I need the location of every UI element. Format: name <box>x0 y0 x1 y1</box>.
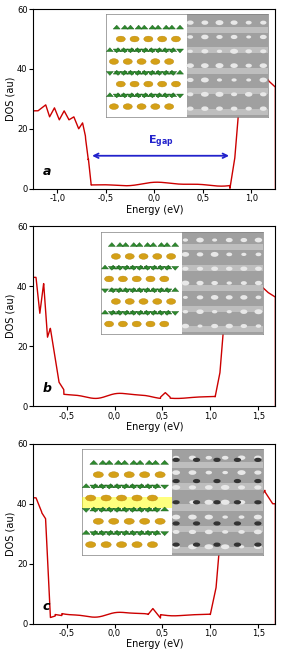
Text: $\mathbf{E_{gap}}$: $\mathbf{E_{gap}}$ <box>148 134 173 151</box>
Text: Mo-zz edge: Mo-zz edge <box>108 14 156 24</box>
Y-axis label: DOS (au): DOS (au) <box>6 512 15 556</box>
X-axis label: Energy (eV): Energy (eV) <box>126 422 183 432</box>
X-axis label: Energy (eV): Energy (eV) <box>126 204 183 215</box>
Text: b: b <box>43 383 52 396</box>
Text: Se-zz MTB: Se-zz MTB <box>108 41 151 50</box>
Text: c: c <box>43 600 50 612</box>
Text: a: a <box>43 165 51 178</box>
Y-axis label: DOS (au): DOS (au) <box>6 77 15 121</box>
Y-axis label: DOS (au): DOS (au) <box>6 294 15 339</box>
X-axis label: Energy (eV): Energy (eV) <box>126 639 183 650</box>
